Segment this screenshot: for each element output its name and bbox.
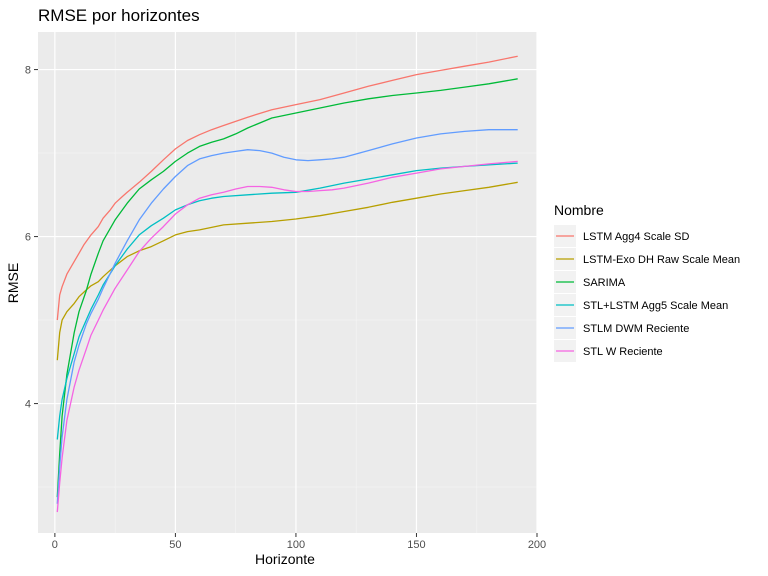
- major-gridlines: [38, 32, 538, 533]
- series-line-lstm-agg4-scale-sd: [56, 55, 518, 321]
- y-tick-label: 6: [25, 232, 31, 244]
- legend-label: LSTM Agg4 Scale SD: [583, 231, 689, 243]
- series-line-lstm-exo-dh-raw-scale-mean: [56, 181, 518, 361]
- y-axis-title: RMSE: [5, 263, 21, 303]
- legend-label: STLM DWM Reciente: [583, 323, 689, 335]
- chart-title: RMSE por horizontes: [38, 6, 200, 25]
- legend-item-lstm-agg4-scale-sd: LSTM Agg4 Scale SD: [554, 225, 689, 247]
- legend-label: STL W Reciente: [583, 346, 663, 358]
- x-tick-label: 50: [169, 539, 181, 551]
- legend-item-sarima: SARIMA: [554, 271, 626, 293]
- legend-label: STL+LSTM Agg5 Scale Mean: [583, 300, 728, 312]
- legend-item-stl-w-reciente: STL W Reciente: [554, 340, 663, 362]
- legend-label: LSTM-Exo DH Raw Scale Mean: [583, 254, 740, 266]
- series-line-stl-w-reciente: [56, 160, 518, 513]
- x-tick-label: 100: [287, 539, 305, 551]
- legend-item-lstm-exo-dh-raw-scale-mean: LSTM-Exo DH Raw Scale Mean: [554, 248, 740, 270]
- y-tick-label: 8: [25, 65, 31, 77]
- minor-gridlines: [38, 32, 537, 533]
- series-line-stlm-dwm-reciente: [56, 129, 518, 504]
- x-tick-label: 150: [407, 539, 425, 551]
- x-tick-label: 200: [528, 539, 546, 551]
- legend-item-stl-lstm-agg5-scale-mean: STL+LSTM Agg5 Scale Mean: [554, 294, 728, 316]
- y-tick-label: 4: [25, 399, 31, 411]
- axes: 0 50 100 150 200 4 6 8: [25, 65, 546, 551]
- legend: Nombre LSTM Agg4 Scale SD LSTM-Exo DH Raw…: [554, 202, 740, 362]
- series-lines: [56, 55, 518, 513]
- legend-label: SARIMA: [583, 277, 626, 289]
- legend-item-stlm-dwm-reciente: STLM DWM Reciente: [554, 317, 689, 339]
- series-line-sarima: [56, 78, 518, 498]
- legend-title: Nombre: [554, 202, 604, 218]
- x-axis-title: Horizonte: [255, 551, 315, 567]
- series-line-stl-lstm-agg5-scale-mean: [56, 162, 518, 440]
- plot-panel: [38, 32, 537, 533]
- x-tick-label: 0: [52, 539, 58, 551]
